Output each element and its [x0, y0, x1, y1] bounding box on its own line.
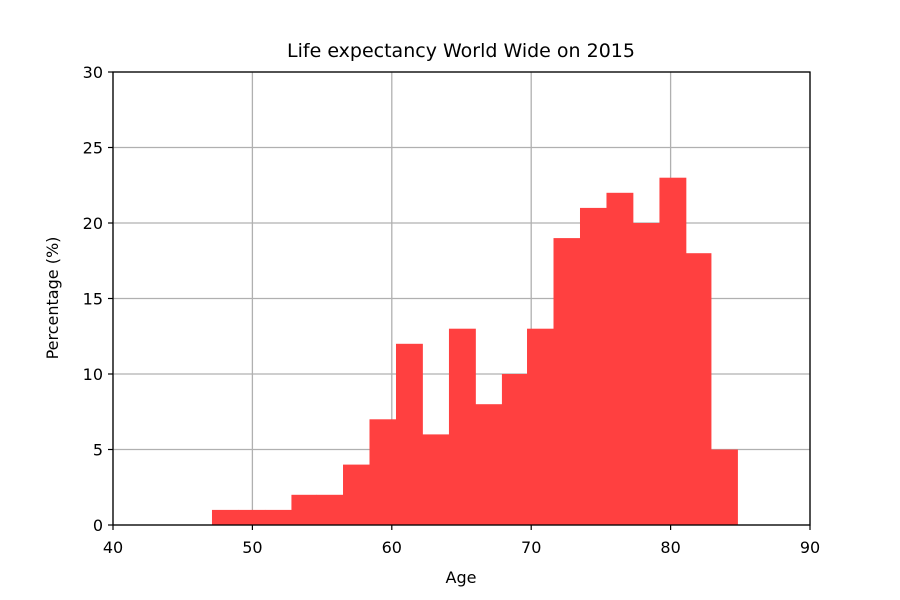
histogram-bar: [291, 494, 317, 525]
y-tick-label: 20: [83, 214, 103, 233]
y-tick-label: 25: [83, 139, 103, 158]
histogram-bar: [632, 223, 660, 525]
histogram-bar: [238, 509, 266, 525]
histogram-bar: [501, 374, 528, 525]
histogram-bar: [264, 509, 292, 525]
y-tick-label: 0: [93, 516, 103, 535]
x-tick-label: 80: [660, 538, 680, 557]
y-tick-label: 10: [83, 365, 103, 384]
histogram-bar: [685, 253, 712, 525]
y-tick-label: 15: [83, 290, 103, 309]
x-tick-label: 90: [800, 538, 820, 557]
y-tick-label: 5: [93, 441, 103, 460]
histogram-bar: [422, 434, 450, 525]
histogram-bar: [606, 192, 634, 526]
histogram-bars: [211, 177, 738, 526]
histogram-bar: [527, 328, 554, 525]
histogram-bar: [211, 509, 239, 525]
chart-title: Life expectancy World Wide on 2015: [287, 40, 635, 62]
histogram-bar: [395, 343, 423, 525]
x-tick-label: 40: [103, 538, 123, 557]
histogram-bar: [475, 404, 503, 525]
histogram-bar: [659, 177, 687, 525]
histogram-bar: [579, 207, 607, 525]
histogram-bar: [553, 238, 581, 525]
histogram-bar: [343, 464, 370, 525]
x-tick-label: 70: [521, 538, 541, 557]
y-tick-label: 30: [83, 63, 103, 82]
y-axis-title: Percentage (%): [43, 237, 62, 360]
histogram-bar: [711, 449, 738, 525]
histogram-bar: [369, 419, 397, 525]
x-axis-title: Age: [446, 568, 477, 587]
histogram-bar: [448, 328, 476, 525]
x-tick-label: 60: [382, 538, 402, 557]
histogram-bar: [316, 494, 344, 525]
x-tick-label: 50: [242, 538, 262, 557]
x-axis-ticks: 40 50 60 70 80 90: [103, 525, 820, 557]
y-axis-ticks: 0 5 10 15 20 25 30: [83, 63, 113, 535]
